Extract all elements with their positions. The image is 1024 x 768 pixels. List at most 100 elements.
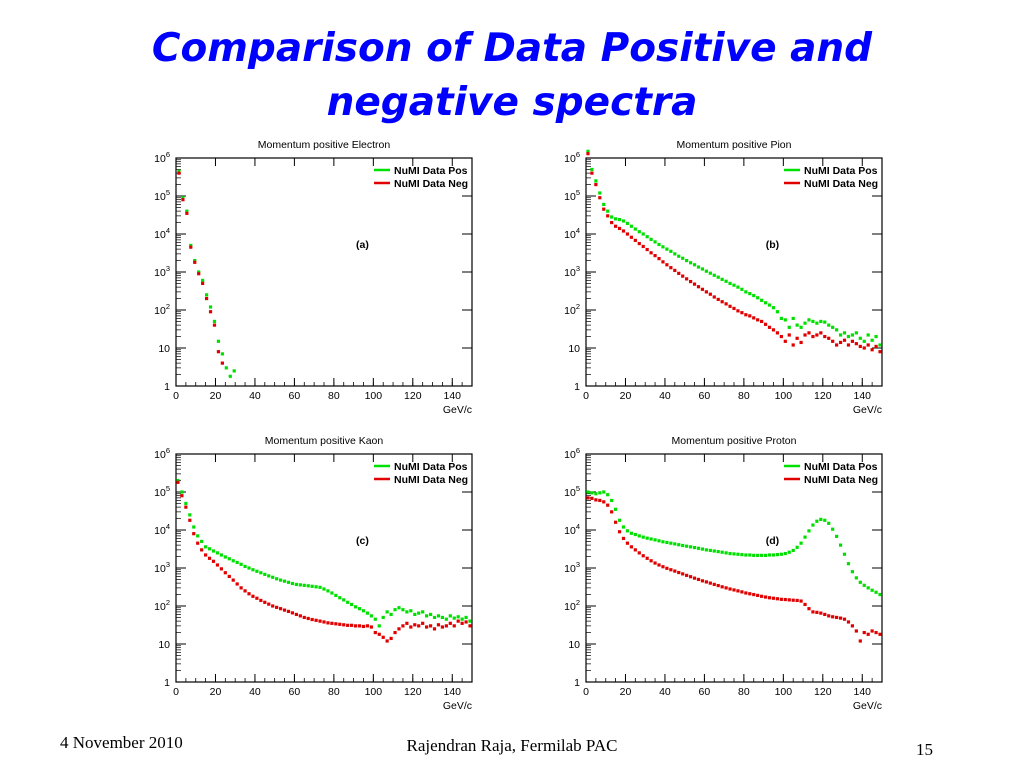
data-point-pos — [180, 490, 184, 494]
data-point-pos — [211, 549, 216, 553]
data-point-pos — [425, 614, 429, 618]
data-point-neg — [724, 302, 728, 306]
data-point-pos — [842, 552, 847, 556]
data-point-neg — [835, 615, 839, 620]
data-point-neg — [263, 600, 267, 604]
data-point-pos — [361, 609, 366, 613]
data-point-neg — [661, 260, 665, 264]
data-point-neg — [850, 339, 854, 343]
data-point-neg — [365, 624, 370, 628]
data-point-pos — [346, 600, 350, 604]
data-point-neg — [606, 503, 610, 507]
data-point-neg — [381, 635, 385, 639]
data-point-neg — [610, 220, 614, 225]
data-point-neg — [748, 592, 752, 596]
data-point-neg — [681, 274, 685, 278]
data-point-pos — [177, 169, 181, 173]
data-point-pos — [350, 602, 354, 607]
data-point-pos — [598, 491, 602, 495]
data-point-pos — [878, 592, 882, 597]
data-point-pos — [602, 202, 606, 207]
y-tick-label: 102 — [564, 302, 580, 317]
data-point-neg — [669, 568, 673, 572]
x-tick-label: 40 — [659, 390, 671, 402]
data-point-pos — [708, 548, 712, 553]
data-point-neg — [744, 313, 748, 317]
data-point-pos — [373, 617, 377, 621]
data-point-neg — [649, 251, 653, 255]
y-tick-label: 102 — [154, 598, 170, 613]
data-point-pos — [866, 586, 870, 590]
data-point-neg — [641, 244, 645, 249]
data-point-neg — [661, 565, 665, 569]
data-point-neg — [866, 343, 870, 347]
data-point-pos — [748, 292, 752, 296]
data-point-pos — [815, 321, 819, 325]
data-point-pos — [409, 609, 413, 613]
data-point-pos — [862, 339, 866, 343]
y-tick-exponent: 5 — [166, 188, 170, 197]
data-point-neg — [728, 304, 732, 308]
data-point-neg — [310, 617, 314, 622]
plot-frame — [585, 157, 883, 387]
data-point-pos — [267, 574, 271, 578]
y-tick-label: 106 — [154, 150, 170, 165]
data-point-pos — [665, 540, 669, 545]
data-point-pos — [842, 331, 847, 335]
data-point-neg — [294, 612, 298, 617]
data-point-pos — [294, 582, 298, 587]
data-point-neg — [251, 594, 255, 598]
data-point-neg — [361, 624, 366, 629]
data-point-pos — [353, 605, 358, 609]
data-point-pos — [393, 608, 397, 612]
x-tick-label: 100 — [775, 686, 793, 698]
data-point-pos — [704, 548, 708, 552]
data-point-pos — [827, 521, 831, 525]
y-tick-label: 105 — [154, 188, 170, 203]
data-point-pos — [342, 598, 346, 602]
data-point-neg — [606, 214, 610, 218]
data-point-neg — [409, 625, 413, 629]
data-point-pos — [188, 513, 192, 517]
data-point-pos — [748, 553, 752, 557]
data-point-neg — [389, 636, 393, 641]
data-point-neg — [665, 566, 669, 570]
data-point-neg — [625, 232, 630, 236]
data-point-neg — [740, 311, 744, 315]
data-point-neg — [440, 625, 444, 629]
panel-label: (c) — [356, 535, 369, 547]
y-tick-label: 103 — [564, 560, 580, 575]
data-point-pos — [235, 560, 239, 565]
data-point-pos — [452, 616, 456, 620]
data-point-neg — [685, 277, 689, 281]
x-tick-label: 0 — [173, 390, 179, 402]
data-point-neg — [614, 224, 618, 228]
data-point-pos — [649, 237, 653, 242]
data-point-pos — [290, 581, 295, 586]
data-point-pos — [779, 316, 783, 321]
data-point-pos — [704, 269, 708, 273]
data-point-pos — [744, 290, 748, 294]
data-point-pos — [216, 339, 221, 343]
data-point-pos — [629, 531, 633, 535]
data-point-pos — [263, 572, 267, 576]
y-tick-label: 106 — [564, 150, 580, 165]
data-point-pos — [696, 265, 701, 269]
data-point-neg — [189, 245, 193, 249]
data-point-neg — [692, 282, 697, 286]
data-point-pos — [637, 534, 641, 538]
data-point-pos — [862, 583, 866, 587]
data-point-pos — [760, 553, 764, 557]
slide-title-line2: negative spectra — [326, 80, 698, 125]
data-point-neg — [779, 334, 783, 339]
data-point-neg — [728, 587, 732, 591]
data-point-pos — [795, 545, 799, 549]
data-point-pos — [692, 263, 697, 267]
data-point-neg — [401, 624, 405, 628]
data-point-neg — [870, 629, 874, 633]
data-point-neg — [807, 331, 811, 335]
data-point-neg — [594, 498, 598, 502]
x-axis-label: GeV/c — [443, 700, 472, 712]
data-point-neg — [724, 586, 728, 590]
data-point-pos — [791, 548, 795, 553]
